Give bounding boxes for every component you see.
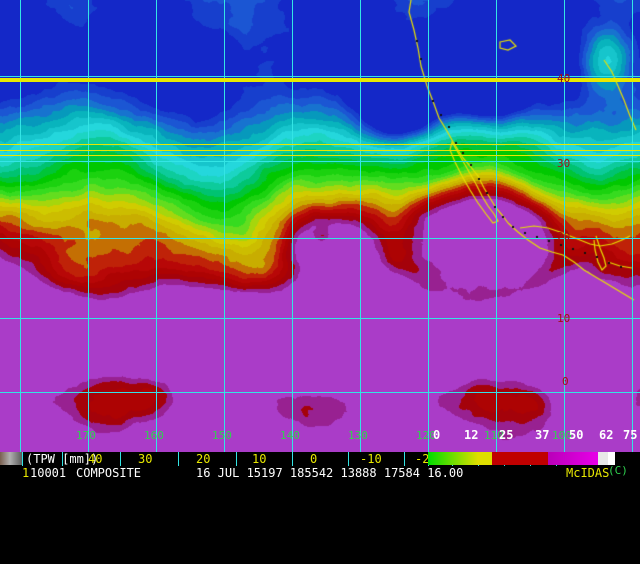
enh-tick-5	[292, 452, 293, 466]
longitude-label-130: 130	[348, 429, 368, 442]
enhancement-left-swatch	[0, 452, 22, 465]
scanline-1	[0, 150, 640, 151]
gridline-vertical-3	[224, 0, 225, 452]
tpw-raster-layer	[0, 0, 640, 452]
enh-tick-7	[404, 452, 405, 466]
enh-tick-1	[62, 452, 63, 466]
colorbar-segment-1	[478, 452, 492, 465]
enh-tick-6	[348, 452, 349, 466]
composite-id: 10001	[30, 466, 67, 480]
latitude-label-40: 40	[557, 72, 571, 85]
enh-value-0: 0	[310, 452, 318, 466]
scanline-0	[0, 144, 640, 145]
gridline-vertical-0	[20, 0, 21, 452]
mcidas-branding: McIDAS	[566, 466, 610, 480]
info-line: 1 10001 COMPOSITE 16 JUL 15197 185542 13…	[0, 466, 640, 480]
timestamp-line: 16 JUL 15197 185542 13888 17584 16.00	[196, 466, 464, 480]
gridline-horizontal-1	[0, 161, 640, 162]
colorbar-segment-4	[598, 452, 608, 465]
colorbar-unit-label: (C)	[608, 464, 628, 477]
enh-value-neg10: -10	[360, 452, 382, 466]
colorbar-strip[interactable]	[428, 452, 640, 465]
gridline-horizontal-2	[0, 238, 640, 239]
gridline-horizontal-3	[0, 318, 640, 319]
longitude-label-160: 160	[144, 429, 164, 442]
composite-label: COMPOSITE	[76, 466, 142, 480]
latitude-label-10: 10	[557, 312, 571, 325]
colorbar-tick-50: 50	[569, 428, 584, 442]
scan-band	[0, 78, 640, 82]
colorbar-segment-5	[608, 452, 614, 465]
gridline-vertical-9	[632, 0, 633, 452]
mcidas-tpw-composite-window: 170 160 150 140 130 120 110 100 40 30 20 10 0 0 12 25…	[0, 0, 640, 480]
gridline-vertical-5	[360, 0, 361, 452]
longitude-label-140: 140	[280, 429, 300, 442]
gridline-vertical-4	[292, 0, 293, 452]
gridline-horizontal-0	[0, 76, 640, 77]
colorbar-segment-2	[492, 452, 548, 465]
colorbar-segment-0	[428, 452, 478, 465]
enh-value-30: 30	[138, 452, 153, 466]
scanline-2	[0, 155, 640, 156]
enh-tick-2	[120, 452, 121, 466]
longitude-label-120: 120	[416, 429, 436, 442]
colorbar-tick-0: 0	[433, 428, 441, 442]
longitude-label-100: 100	[552, 429, 572, 442]
colorbar-tick-25: 25	[499, 428, 514, 442]
gridline-horizontal-4	[0, 392, 640, 393]
colorbar-tick-75: 75	[623, 428, 638, 442]
colorbar-separator-5	[614, 452, 615, 465]
colorbar-tick-37: 37	[535, 428, 550, 442]
latitude-label-30: 30	[557, 157, 571, 170]
enh-value-10: 10	[252, 452, 267, 466]
colorbar-tick-12: 12	[464, 428, 479, 442]
enh-value-40: 40	[88, 452, 103, 466]
gridline-vertical-1	[88, 0, 89, 452]
colorbar-tick-62: 62	[599, 428, 614, 442]
gridline-vertical-6	[428, 0, 429, 452]
latitude-label-20: 20	[557, 230, 571, 243]
enh-value-20: 20	[196, 452, 211, 466]
gridline-vertical-2	[156, 0, 157, 452]
latitude-label-0: 0	[562, 375, 569, 388]
colorbar-tick-labels: 0 12 25 37 50 62 75	[428, 428, 640, 442]
longitude-label-150: 150	[212, 429, 232, 442]
gridline-vertical-7	[496, 0, 497, 452]
colorbar-segment-3	[548, 452, 598, 465]
tpw-axis-title: (TPW [mm])	[26, 452, 99, 466]
composite-prefix-digit: 1	[22, 466, 30, 480]
enh-tick-4	[236, 452, 237, 466]
enh-tick-3	[178, 452, 179, 466]
longitude-label-110: 110	[484, 429, 504, 442]
gridline-vertical-8	[564, 0, 565, 452]
satellite-map-image[interactable]: 170 160 150 140 130 120 110 100 40 30 20 10 0 0 12 25…	[0, 0, 640, 452]
longitude-label-170: 170	[76, 429, 96, 442]
enh-tick-0	[22, 452, 23, 466]
